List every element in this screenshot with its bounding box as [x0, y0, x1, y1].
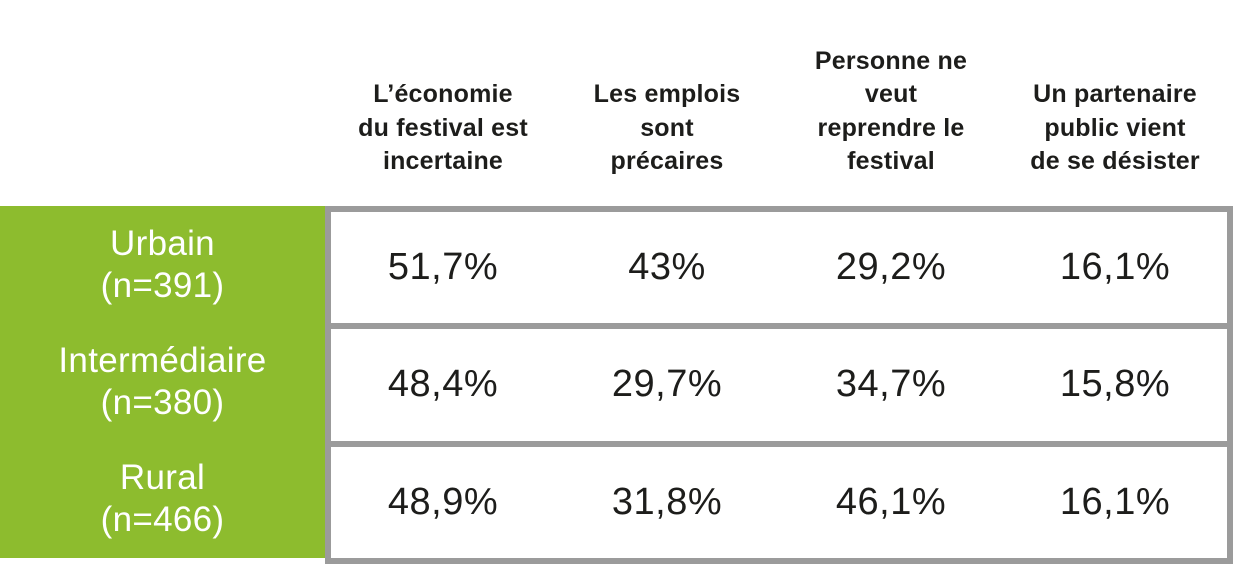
- value-cell: 31,8%: [611, 480, 723, 523]
- value-cell: 16,1%: [1059, 480, 1171, 523]
- value-cell: 29,7%: [611, 363, 723, 406]
- value-cell: 29,2%: [835, 246, 947, 289]
- column-header-reprise: Personne ne veut reprendre le festival: [814, 47, 968, 175]
- value-cell: 48,9%: [387, 480, 499, 523]
- row-label-rural: Rural (n=466): [100, 458, 225, 540]
- column-header-partenaire: Un partenaire public vient de se désiste…: [1030, 80, 1200, 175]
- row-label-intermediaire: Intermédiaire (n=380): [58, 340, 267, 422]
- data-grid: 51,7% 43% 29,2% 16,1% 48,4% 29,7% 34,7% …: [325, 206, 1233, 564]
- row-label-column: Urbain (n=391) Intermédiaire (n=380) Rur…: [0, 206, 325, 558]
- column-header-emplois: Les emplois sont précaires: [593, 80, 741, 175]
- table-row-urbain: 51,7% 43% 29,2% 16,1%: [331, 212, 1227, 323]
- table-row-rural: 48,9% 31,8% 46,1% 16,1%: [331, 440, 1227, 558]
- value-cell: 46,1%: [835, 480, 947, 523]
- column-headers: L’économie du festival est incertaine Le…: [331, 0, 1227, 178]
- column-header-economie: L’économie du festival est incertaine: [358, 80, 528, 175]
- value-cell: 51,7%: [387, 246, 499, 289]
- value-cell: 48,4%: [387, 363, 499, 406]
- value-cell: 43%: [628, 246, 706, 289]
- value-cell: 15,8%: [1059, 363, 1171, 406]
- table-row-intermediaire: 48,4% 29,7% 34,7% 15,8%: [331, 323, 1227, 440]
- value-cell: 16,1%: [1059, 246, 1171, 289]
- value-cell: 34,7%: [835, 363, 947, 406]
- row-label-urbain: Urbain (n=391): [100, 223, 225, 305]
